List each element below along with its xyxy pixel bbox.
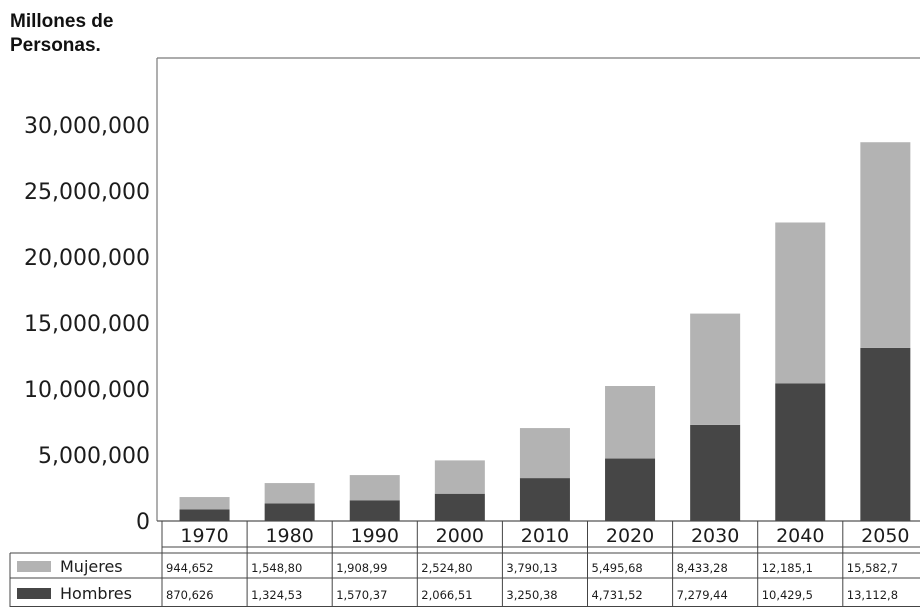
bar-hombres (349, 500, 400, 521)
table-cell-mujeres: 8,433,28 (677, 561, 728, 575)
x-tick-label: 1990 (351, 525, 399, 547)
x-tick-label: 2040 (776, 525, 824, 547)
y-tick-labels: 0 5,000,000 10,000,000 15,000,000 20,000,000… (24, 114, 150, 535)
legend-label-mujeres: Mujeres (60, 557, 123, 576)
bar-mujeres (690, 313, 741, 425)
bar-mujeres (860, 142, 911, 348)
legend-swatch-hombres (17, 588, 51, 599)
bars (179, 142, 911, 521)
y-tick-label: 20,000,000 (24, 246, 150, 271)
legend-swatch-mujeres (17, 561, 51, 572)
table-cell-hombres: 2,066,51 (421, 588, 472, 602)
bar-hombres (860, 347, 911, 521)
y-axis-title: Millones de Personas. (10, 11, 114, 56)
bar-hombres (775, 383, 826, 521)
bar-hombres (519, 478, 570, 521)
table-cell-hombres: 870,626 (166, 588, 214, 602)
table-cell-hombres: 13,112,8 (847, 588, 898, 602)
legend-label-hombres: Hombres (60, 584, 132, 603)
bar-mujeres (434, 460, 485, 494)
x-tick-label: 2030 (691, 525, 739, 547)
x-tick-label: 2010 (521, 525, 569, 547)
table-cell-hombres: 10,429,5 (762, 588, 813, 602)
table-cell-mujeres: 944,652 (166, 561, 214, 575)
table-cell-mujeres: 2,524,80 (421, 561, 472, 575)
bar-mujeres (775, 222, 826, 384)
x-tick-label: 2000 (436, 525, 484, 547)
table-cell-hombres: 7,279,44 (677, 588, 728, 602)
table-cell-hombres: 1,570,37 (336, 588, 387, 602)
table-cell-mujeres: 3,790,13 (506, 561, 557, 575)
table-cell-mujeres: 12,185,1 (762, 561, 813, 575)
bar-hombres (264, 503, 315, 521)
bar-hombres (179, 509, 230, 521)
table-cell-mujeres: 1,908,99 (336, 561, 387, 575)
x-tick-label: 2020 (606, 525, 654, 547)
bar-hombres (690, 424, 741, 521)
bar-mujeres (605, 386, 656, 459)
table-cell-hombres: 1,324,53 (251, 588, 302, 602)
y-tick-label: 25,000,000 (24, 180, 150, 205)
y-tick-label: 0 (136, 510, 150, 535)
y-tick-label: 15,000,000 (24, 312, 150, 337)
bar-mujeres (264, 483, 315, 504)
bar-hombres (605, 458, 656, 521)
x-tick-label: 1980 (265, 525, 313, 547)
bar-mujeres (349, 475, 400, 501)
y-tick-label: 30,000,000 (24, 114, 150, 139)
table-cell-mujeres: 1,548,80 (251, 561, 302, 575)
x-tick-label: 1970 (180, 525, 228, 547)
bar-mujeres (519, 428, 570, 479)
y-tick-label: 5,000,000 (38, 444, 150, 469)
table-cell-hombres: 4,731,52 (592, 588, 643, 602)
table-cell-hombres: 3,250,38 (506, 588, 557, 602)
y-tick-label: 10,000,000 (24, 378, 150, 403)
x-tick-label: 2050 (861, 525, 909, 547)
bar-mujeres (179, 497, 230, 510)
bar-hombres (434, 493, 485, 521)
table-cell-mujeres: 5,495,68 (592, 561, 643, 575)
table-cell-mujeres: 15,582,7 (847, 561, 898, 575)
